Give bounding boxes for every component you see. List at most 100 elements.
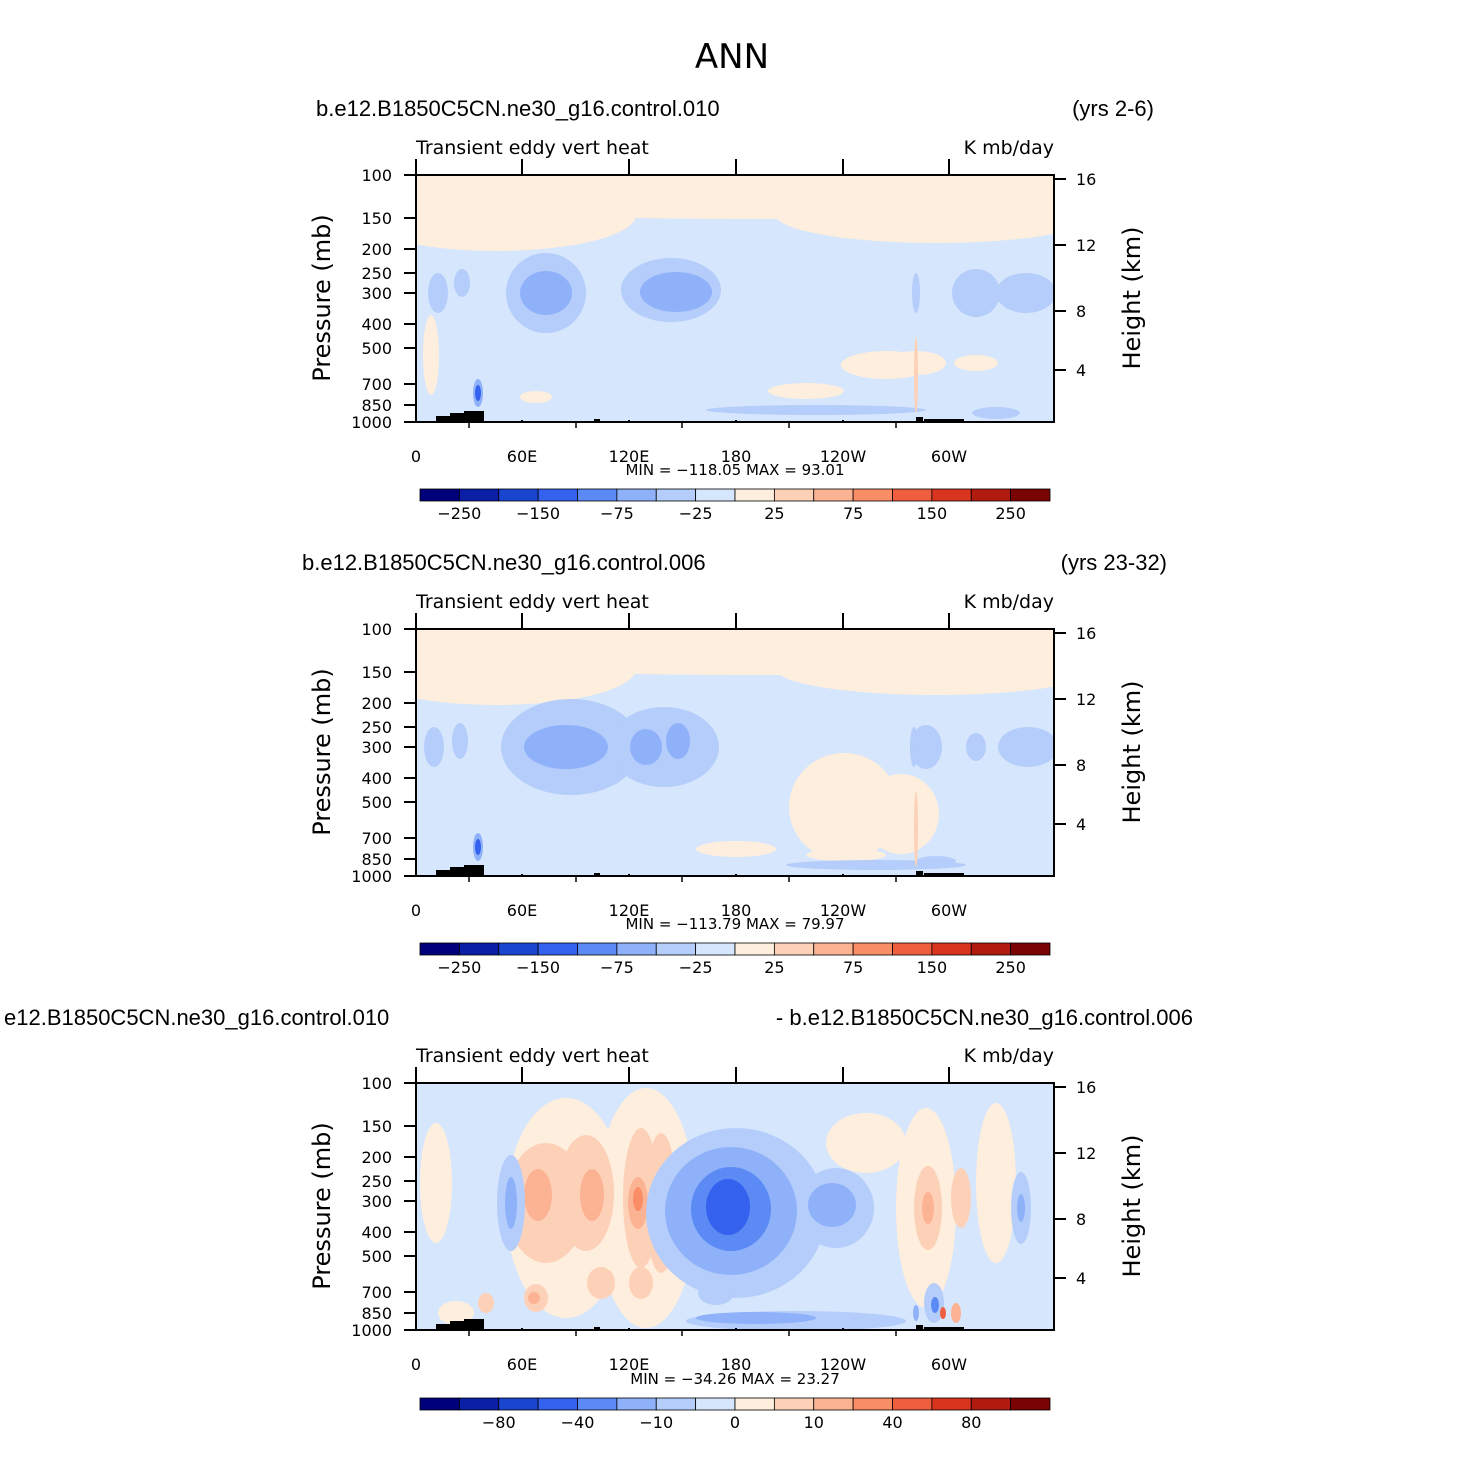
y-tick-label: 850 — [361, 396, 392, 415]
colorbar-box — [616, 488, 657, 502]
y2-axis-label: Height (km) — [1118, 681, 1146, 824]
min-max-stats: MIN = −118.05 MAX = 93.01 — [625, 461, 844, 479]
terrain-block — [916, 871, 923, 876]
y-axis-label: Pressure (mb) — [308, 214, 336, 381]
variable-name: Transient eddy vert heat — [415, 591, 649, 613]
y-tick-label: 300 — [361, 1192, 392, 1211]
topography — [436, 411, 964, 422]
x-tick-label: 0 — [411, 447, 421, 466]
y2-tick-label: 4 — [1076, 1269, 1086, 1288]
y-tick-label: 200 — [361, 240, 392, 259]
y-tick-label: 100 — [361, 1074, 392, 1093]
y2-tick-label: 16 — [1076, 1078, 1096, 1097]
x-tick-label: 60E — [507, 447, 537, 466]
colorbar-label: −80 — [482, 1413, 516, 1432]
contour-region — [768, 383, 844, 399]
x-tick-label: 0 — [411, 1355, 421, 1374]
x-tick-label: 60E — [507, 1355, 537, 1374]
contour-region — [706, 405, 926, 415]
contour-region — [666, 723, 690, 759]
y-tick-label: 700 — [361, 1283, 392, 1302]
y2-tick-label: 8 — [1076, 302, 1086, 321]
colorbar-box — [813, 942, 854, 956]
contour-region — [940, 1307, 946, 1319]
colorbar: −250 −150 −75 −25 25 75 150 250 — [419, 942, 1051, 977]
contour-region — [629, 1267, 653, 1299]
contour-region — [954, 355, 998, 371]
y2-tick-label: 16 — [1076, 624, 1096, 643]
x-tick-label: 60W — [931, 901, 967, 920]
colorbar-label: −250 — [437, 958, 481, 977]
colorbar-box — [458, 942, 500, 956]
contour-region — [587, 1267, 615, 1299]
contour-region — [910, 725, 942, 769]
contour-region — [520, 391, 552, 403]
panel-control-010: b.e12.B1850C5CN.ne30_g16.control.010 (yr… — [308, 96, 1154, 523]
contour-region — [630, 729, 662, 765]
contour-region — [416, 629, 496, 689]
contour-region — [914, 791, 918, 867]
terrain-block — [916, 417, 923, 422]
y-tick-label: 150 — [361, 1117, 392, 1136]
contour-region — [914, 337, 918, 413]
panel-difference: e12.B1850C5CN.ne30_g16.control.010 - b.e… — [4, 1005, 1193, 1432]
contour-region — [922, 1192, 934, 1224]
colorbar-label: −150 — [516, 958, 560, 977]
terrain-block — [594, 873, 600, 876]
contour-region — [428, 273, 448, 313]
y-tick-label: 400 — [361, 769, 392, 788]
contour-region — [633, 1187, 643, 1211]
contour-region — [976, 1103, 1016, 1263]
contour-region — [524, 725, 608, 769]
terrain-block — [916, 1325, 923, 1330]
colorbar-box — [970, 1397, 1012, 1411]
colorbar-box — [498, 942, 539, 956]
colorbar-box — [655, 488, 697, 502]
case-name-left: b.e12.B1850C5CN.ne30_g16.control.010 — [316, 96, 720, 121]
colorbar-box — [892, 1397, 933, 1411]
contour-region — [998, 727, 1054, 767]
y-tick-label: 700 — [361, 829, 392, 848]
contour-region — [640, 272, 712, 312]
y-tick-label: 200 — [361, 1148, 392, 1167]
colorbar-label: 250 — [995, 958, 1026, 977]
case-years: (yrs 2-6) — [1072, 96, 1154, 121]
y2-axis-label: Height (km) — [1118, 1135, 1146, 1278]
x-tick-label: 60E — [507, 901, 537, 920]
colorbar-box — [970, 488, 1012, 502]
contour-region — [698, 1281, 734, 1305]
colorbar-label: −75 — [600, 504, 634, 523]
y-tick-label: 150 — [361, 663, 392, 682]
case-name-right: - b.e12.B1850C5CN.ne30_g16.control.006 — [776, 1005, 1193, 1030]
colorbar-label: 250 — [995, 504, 1026, 523]
y2-tick-label: 16 — [1076, 170, 1096, 189]
colorbar-box — [931, 942, 972, 956]
colorbar-label: 40 — [882, 1413, 902, 1432]
colorbar-box — [498, 488, 539, 502]
colorbar-box — [892, 488, 933, 502]
y2-tick-label: 8 — [1076, 756, 1086, 775]
colorbar-label: −75 — [600, 958, 634, 977]
colorbar: −250 −150 −75 −25 25 75 150 250 — [419, 488, 1051, 523]
y-tick-label: 500 — [361, 339, 392, 358]
colorbar-label: −150 — [516, 504, 560, 523]
terrain-block — [924, 419, 964, 422]
contour-region — [951, 1168, 971, 1228]
topography — [436, 865, 964, 876]
contour-region — [912, 273, 920, 313]
y-tick-label: 250 — [361, 1172, 392, 1191]
x-tick-label: 180 — [721, 447, 752, 466]
colorbar-label: 150 — [917, 958, 948, 977]
colorbar-box — [616, 1397, 657, 1411]
colorbar-box — [734, 942, 775, 956]
x-tick-label: 0 — [411, 901, 421, 920]
y-tick-label: 1000 — [351, 1321, 392, 1340]
colorbar-box — [695, 488, 736, 502]
x-tick-label: 120E — [609, 901, 650, 920]
contour-region — [505, 1177, 517, 1229]
terrain-block — [450, 867, 464, 876]
colorbar-box — [616, 942, 657, 956]
contour-region — [475, 385, 481, 401]
contour-region — [910, 727, 918, 767]
colorbar: −80 −40 −10 0 10 40 80 — [419, 1397, 1051, 1432]
